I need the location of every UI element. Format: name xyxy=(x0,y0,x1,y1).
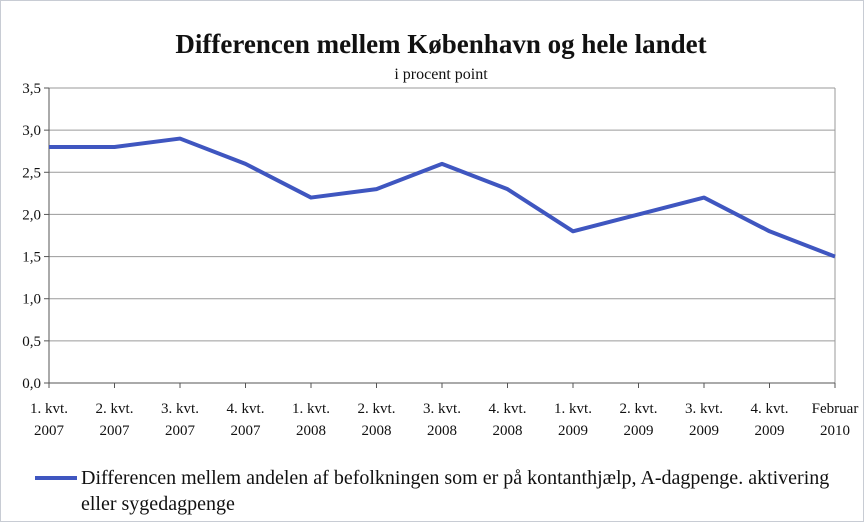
x-tick-label: 1. kvt. 2009 xyxy=(554,401,592,439)
legend: Differencen mellem andelen af befolkning… xyxy=(35,465,835,517)
y-tick-label: 1,0 xyxy=(22,292,41,308)
y-tick-label: 3,5 xyxy=(22,81,41,97)
x-tick-label: 2. kvt. 2008 xyxy=(358,401,396,439)
legend-label: Differencen mellem andelen af befolkning… xyxy=(81,467,830,515)
x-tick-label: 4. kvt. 2008 xyxy=(489,401,527,439)
series-line xyxy=(49,136,836,259)
x-tick-label: 3. kvt. 2007 xyxy=(161,401,199,439)
y-tick-label: 2,0 xyxy=(22,207,41,223)
y-tick-label: 0,0 xyxy=(22,376,41,392)
x-tick-label: 2. kvt. 2009 xyxy=(620,401,658,439)
x-tick-label: 2. kvt. 2007 xyxy=(96,401,134,439)
chart-subtitle: i procent point xyxy=(394,66,488,83)
y-tick-label: 1,5 xyxy=(22,250,41,266)
x-tick-label: 4. kvt. 2009 xyxy=(751,401,789,439)
legend-swatch xyxy=(35,476,77,480)
chart-title: Differencen mellem København og hele lan… xyxy=(175,29,706,59)
y-tick-label: 0,5 xyxy=(22,334,41,350)
x-tick-label: 1. kvt. 2008 xyxy=(292,401,330,439)
y-tick-label: 3,0 xyxy=(22,123,41,139)
x-tick-label: Februar 2010 xyxy=(812,401,859,439)
y-tick-label: 2,5 xyxy=(22,165,41,181)
x-tick-label: 4. kvt. 2007 xyxy=(227,401,265,439)
x-tick-label: 1. kvt. 2007 xyxy=(30,401,68,439)
chart: Differencen mellem København og hele lan… xyxy=(22,29,859,439)
x-tick-label: 3. kvt. 2009 xyxy=(685,401,723,439)
x-tick-label: 3. kvt. 2008 xyxy=(423,401,461,439)
